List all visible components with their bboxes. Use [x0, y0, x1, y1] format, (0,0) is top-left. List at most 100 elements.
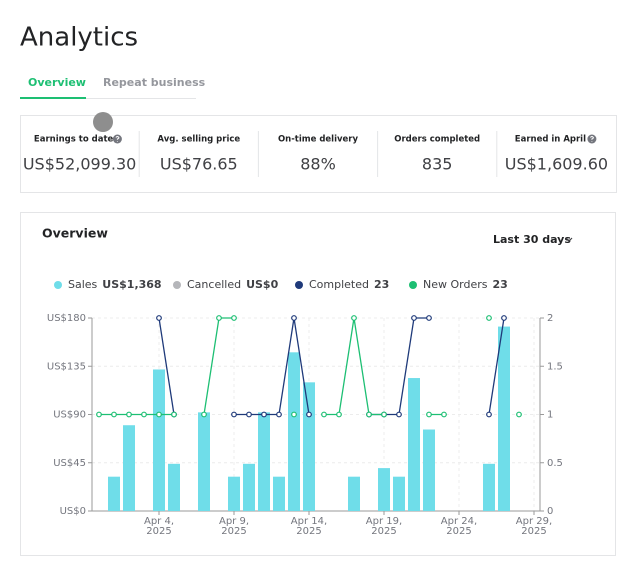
line-point	[201, 411, 207, 418]
bar	[153, 369, 165, 511]
line-point	[246, 411, 252, 418]
bar	[198, 412, 210, 511]
line-point	[156, 315, 162, 321]
tab[interactable]: Repeat business	[103, 76, 206, 89]
stat-label: Avg. selling price	[157, 135, 240, 145]
line	[158, 317, 505, 416]
line-point	[231, 411, 237, 418]
y-tick-label: US$180	[47, 313, 86, 324]
stat-value: 88%	[300, 155, 336, 174]
bar	[288, 352, 300, 511]
y2-tick-label: 0	[547, 506, 553, 517]
y-tick-label: US$45	[53, 458, 86, 469]
line-point	[396, 411, 402, 418]
bar	[123, 425, 135, 511]
legend-swatch	[295, 281, 303, 289]
y2-tick-label: 2	[547, 313, 553, 324]
x-tick-label: Apr 4, 2025	[144, 516, 174, 537]
line-point	[321, 411, 327, 418]
line-point	[156, 411, 162, 418]
stat-label: Earnings to date	[34, 135, 114, 145]
legend-total: 23	[374, 278, 389, 291]
line-point	[141, 411, 147, 418]
stat-value: US$52,099.30	[23, 155, 136, 174]
y-tick-label: US$90	[53, 410, 86, 421]
legend-total: US$1,368	[102, 278, 161, 291]
legend-swatch	[173, 281, 181, 289]
bar	[348, 476, 360, 511]
legend-label: Completed	[309, 278, 369, 291]
cursor	[93, 112, 113, 132]
line-point	[231, 315, 237, 321]
line-point	[426, 315, 432, 321]
stats-card	[20, 115, 617, 193]
y-tick-label: US$135	[47, 361, 86, 372]
legend-swatch	[409, 281, 417, 289]
bar	[423, 429, 435, 511]
stat-label: Earned in April	[515, 135, 586, 145]
line-point	[291, 315, 297, 321]
x-tick-label: Apr 29, 2025	[516, 516, 552, 537]
y-tick-label: US$0	[60, 506, 86, 517]
chart-card-title: Overview	[42, 226, 108, 241]
bar	[108, 476, 120, 511]
line-point	[336, 411, 342, 418]
stat-value: US$1,609.60	[505, 155, 608, 174]
line-point	[291, 411, 297, 418]
legend-label: New Orders	[423, 278, 488, 291]
x-tick-label: Apr 24, 2025	[441, 516, 477, 537]
page-title: Analytics	[20, 23, 138, 53]
line-point	[366, 411, 372, 418]
line-point	[351, 315, 357, 321]
y2-tick-label: 0.5	[547, 458, 563, 469]
line-point	[306, 411, 312, 418]
stat-label: Orders completed	[394, 135, 480, 145]
x-tick-label: Apr 14, 2025	[291, 516, 327, 537]
bar	[498, 326, 510, 511]
stat-value: US$76.65	[160, 155, 238, 174]
legend-total: 23	[492, 278, 507, 291]
bar	[408, 378, 420, 511]
legend-label: Cancelled	[187, 278, 241, 291]
line-point	[441, 411, 447, 418]
line-point	[171, 411, 177, 418]
line-point	[486, 315, 492, 321]
line-point	[486, 411, 492, 418]
chart-card	[20, 212, 616, 556]
line-point	[411, 315, 417, 321]
line-point	[381, 411, 387, 418]
info-icon-mark	[590, 136, 594, 142]
bar	[378, 468, 390, 511]
dropdown-chevron[interactable]	[565, 237, 573, 242]
bar	[258, 412, 270, 511]
stat-label: On-time delivery	[278, 135, 359, 145]
legend-label: Sales	[68, 278, 98, 291]
bar	[303, 382, 315, 511]
info-icon-mark	[115, 136, 120, 142]
tab-underline	[20, 97, 86, 99]
line-point	[426, 411, 432, 418]
tab[interactable]: Overview	[28, 76, 86, 89]
x-tick-label: Apr 9, 2025	[219, 516, 249, 537]
y2-tick-label: 1	[547, 410, 553, 421]
line-point	[96, 411, 102, 418]
line-point	[126, 411, 132, 418]
line-point	[276, 411, 282, 418]
line-point	[216, 315, 222, 321]
range-dropdown[interactable]: Last 30 days	[493, 233, 571, 246]
stat-value: 835	[422, 155, 453, 174]
legend-swatch	[54, 281, 62, 289]
line-point	[516, 411, 522, 418]
bar	[228, 476, 240, 511]
y2-tick-label: 1.5	[547, 361, 563, 372]
line-point	[111, 411, 117, 418]
bar	[168, 463, 180, 511]
bar	[273, 476, 285, 511]
x-tick-label: Apr 19, 2025	[366, 516, 402, 537]
line-point	[501, 315, 507, 321]
line-point	[261, 411, 267, 418]
bar	[483, 463, 495, 511]
bar	[393, 476, 405, 511]
legend-total: US$0	[246, 278, 279, 291]
